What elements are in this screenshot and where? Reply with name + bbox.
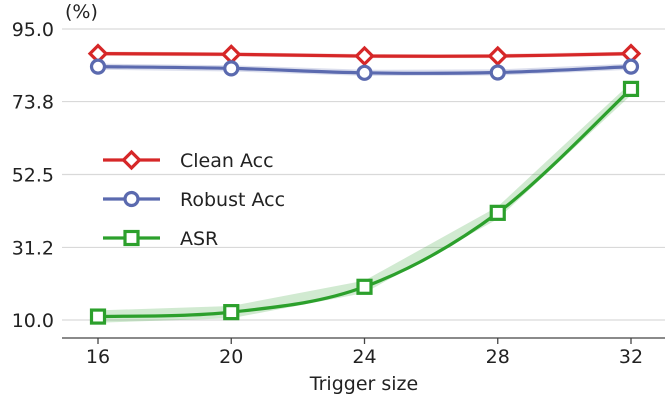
legend-swatch-marker [123,229,140,247]
series-markers [87,43,642,325]
series-lines [96,52,633,319]
x-tick-label: 24 [352,346,376,368]
clean-acc-point [354,45,375,67]
y-tick-label: 73.8 [12,92,54,114]
x-tick-label: 28 [486,346,510,368]
robust-acc-point [356,64,373,81]
legend-label: Clean Acc [180,150,274,172]
legend-swatch-marker [123,190,140,208]
clean-acc-point [487,45,509,67]
legend-swatch-marker [121,149,142,171]
x-tick-label: 16 [86,346,110,368]
robust-acc-point [89,58,107,75]
asr-point [622,80,640,98]
legend-label: ASR [180,228,218,250]
asr-point [89,308,107,325]
y-tick-labels: 10.0 31.2 52.5 73.8 95.0 [12,19,54,332]
robust-acc-point [622,58,640,75]
x-tick-label: 20 [219,346,243,368]
asr-point [223,304,240,321]
legend-item-asr: ASR [103,228,218,250]
legend: Clean Acc Robust Acc ASR [103,149,285,250]
legend-item-clean-acc: Clean Acc [103,149,274,172]
legend-label: Robust Acc [180,189,285,211]
y-tick-label: 95.0 [12,19,54,41]
grid-lines [62,28,665,321]
legend-item-robust-acc: Robust Acc [103,189,285,211]
robust-acc-point [223,60,240,77]
clean-acc-point [220,44,242,65]
x-tick-label: 32 [619,346,643,368]
y-tick-label: 10.0 [12,310,54,332]
x-axis-label: Trigger size [309,373,418,395]
asr-point [356,278,373,295]
asr-point [489,204,506,221]
y-axis-label: (%) [65,1,98,23]
y-tick-label: 52.5 [12,165,54,187]
x-tick-labels: 16 20 24 28 32 [86,338,643,368]
y-tick-label: 31.2 [12,237,54,259]
robust-acc-point [489,64,506,81]
